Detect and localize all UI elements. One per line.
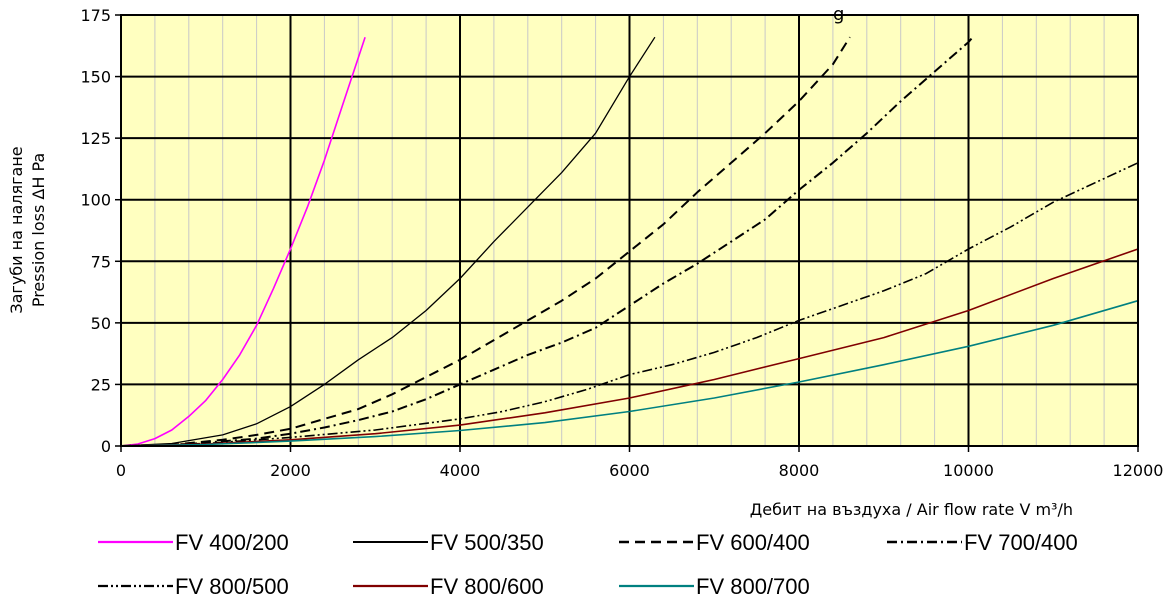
y-tick-label: 125	[80, 129, 111, 148]
x-tick-label: 4000	[440, 461, 481, 480]
y-tick-label: 150	[80, 68, 111, 87]
axis-ticks: 0 2000 4000 6000 8000 10000 12000 0 25 50 75 100 125…	[80, 6, 1163, 480]
x-tick-label: 10000	[943, 461, 994, 480]
chart-title-fragment: g	[833, 4, 844, 25]
x-axis-label: Дебит на въздуха / Air flow rate V m³/h	[750, 500, 1073, 519]
legend-label: FV 700/400	[964, 530, 1078, 555]
series-line-fv-400-200	[120, 36, 366, 447]
x-tick-label: 0	[116, 461, 126, 480]
y-axis-label-line1: Загуби на налягане	[7, 146, 26, 313]
x-tick-label: 2000	[270, 461, 311, 480]
plot-area	[120, 14, 1139, 447]
y-tick-label: 0	[101, 437, 111, 456]
series-line-fv-700-400	[120, 36, 974, 447]
series-line-fv-600-400	[120, 36, 851, 447]
series-line-fv-800-500	[120, 162, 1139, 447]
legend-label: FV 800/500	[175, 574, 289, 599]
legend-label: FV 500/350	[430, 530, 544, 555]
series-line-fv-800-700	[120, 299, 1139, 447]
y-tick-label: 175	[80, 6, 111, 25]
y-axis-label-line2: Pression loss ΔH Pa	[29, 153, 48, 307]
x-tick-label: 12000	[1113, 461, 1164, 480]
y-tick-label: 50	[91, 314, 111, 333]
x-tick-label: 6000	[609, 461, 650, 480]
legend-label: FV 800/600	[430, 574, 544, 599]
y-tick-label: 75	[91, 252, 111, 271]
legend-label: FV 800/700	[696, 574, 810, 599]
legend: FV 400/200 FV 500/350 FV 600/400 FV 700/400…	[98, 530, 1078, 599]
legend-label: FV 400/200	[175, 530, 289, 555]
y-tick-label: 25	[91, 375, 111, 394]
series-line-fv-500-350	[120, 36, 656, 447]
legend-label: FV 600/400	[696, 530, 810, 555]
y-tick-label: 100	[80, 191, 111, 210]
x-tick-label: 8000	[779, 461, 820, 480]
series-line-fv-800-600	[120, 248, 1139, 447]
